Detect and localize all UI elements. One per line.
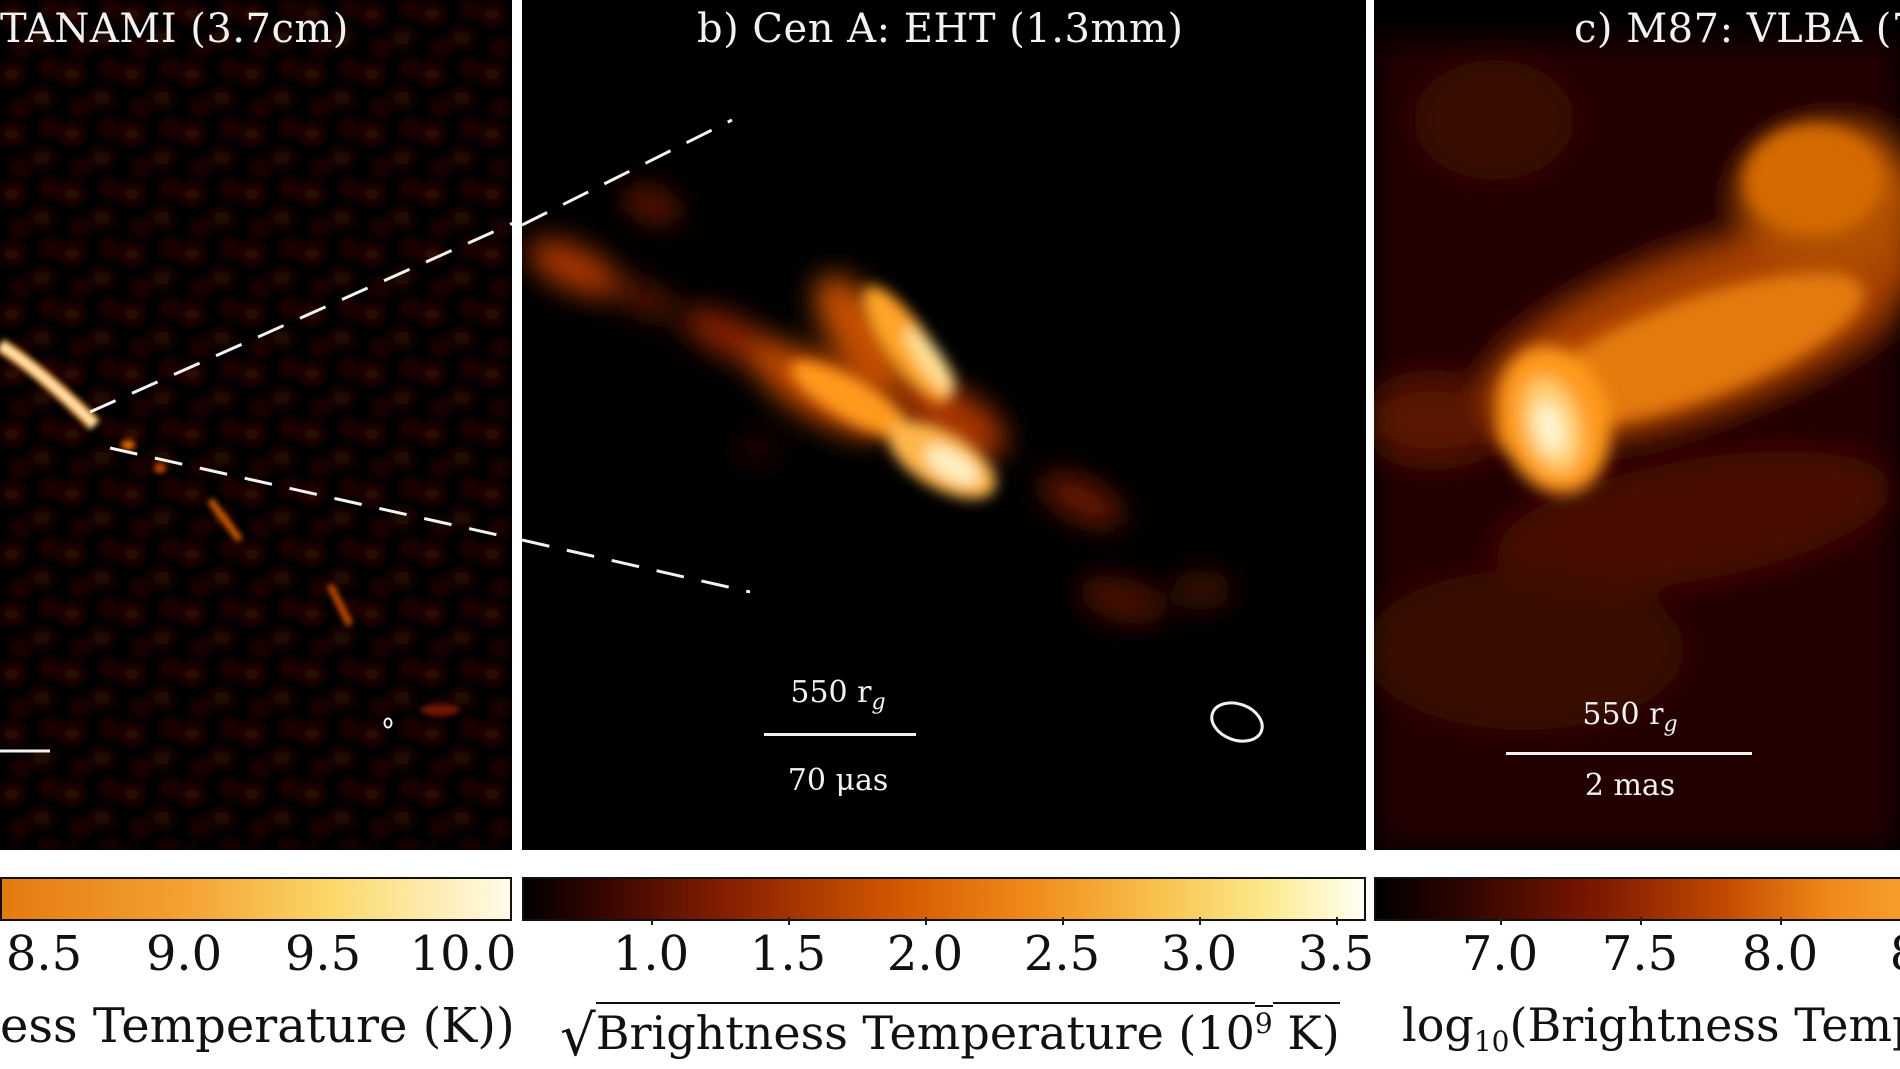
panel-c-scale-bar bbox=[1506, 752, 1752, 755]
panel-c-scale-rg-value: 550 r bbox=[1582, 697, 1664, 732]
colorbar-b-tick: 3.0 bbox=[1160, 926, 1238, 982]
colorbar-c-tickmark bbox=[1500, 917, 1502, 925]
panel-b-scale-angle-label: 70 μas bbox=[787, 763, 889, 798]
colorbar-b bbox=[522, 877, 1366, 921]
panel-b-scale-rg-sub: g bbox=[871, 690, 886, 715]
panel-c-scale-angle-label: 2 mas bbox=[1584, 768, 1676, 803]
colorbar-b-tick: 3.5 bbox=[1297, 926, 1375, 982]
colorbar-a-tick: 10.0 bbox=[409, 926, 517, 982]
sqrt-symbol: √ bbox=[560, 1004, 596, 1069]
colorbar-c-tickmark bbox=[1780, 917, 1782, 925]
colorbar-c-tick: 8 bbox=[1890, 926, 1900, 982]
panel-b-scale-rg-value: 550 r bbox=[790, 675, 872, 710]
colorbar-b-tickmark bbox=[1336, 917, 1338, 925]
colorbar-b-label-text: Brightness Temperature (10 bbox=[595, 1002, 1255, 1060]
colorbar-b-tick: 1.5 bbox=[749, 926, 827, 982]
colorbar-c bbox=[1374, 877, 1900, 921]
colorbar-a bbox=[0, 877, 512, 921]
panel-c-scale-rg-label: 550 rg bbox=[1582, 697, 1677, 737]
panel-c-scale-rg-sub: g bbox=[1663, 712, 1678, 737]
colorbar-b-label: √Brightness Temperature (109 K) bbox=[560, 998, 1340, 1069]
panel-a-title: TANAMI (3.7cm) bbox=[0, 6, 349, 52]
colorbar-b-tickmark bbox=[788, 917, 790, 925]
panel-b-cen-a: b) Cen A: EHT (1.3mm) 550 rg 70 μas bbox=[522, 0, 1366, 850]
colorbar-a-tick: 9.0 bbox=[145, 926, 223, 982]
colorbar-b-tickmark bbox=[651, 917, 653, 925]
panel-a-image bbox=[0, 0, 512, 850]
panel-b-scale-rg-label: 550 rg bbox=[790, 675, 885, 715]
colorbar-c-tickmark bbox=[1640, 917, 1642, 925]
colorbar-b-tick: 2.0 bbox=[886, 926, 964, 982]
panel-c-m87: c) M87: VLBA (7r 550 rg 2 mas bbox=[1374, 0, 1900, 850]
colorbar-c-tick: 7.5 bbox=[1601, 926, 1679, 982]
colorbar-c-label-sub: 10 bbox=[1473, 1025, 1510, 1059]
panel-b-image bbox=[522, 118, 1264, 743]
colorbar-c-label-text: (Brightness Temp bbox=[1509, 998, 1900, 1052]
colorbar-b-label-end: K) bbox=[1272, 1002, 1340, 1060]
panel-b-scale-bar bbox=[764, 733, 916, 736]
colorbar-b-tick: 1.0 bbox=[612, 926, 690, 982]
colorbar-b-tickmark bbox=[925, 917, 927, 925]
colorbar-b-tick: 2.5 bbox=[1023, 926, 1101, 982]
panel-c-title: c) M87: VLBA (7r bbox=[1574, 6, 1900, 52]
panel-c-image bbox=[1374, 40, 1900, 850]
colorbar-c-tick: 8.0 bbox=[1741, 926, 1819, 982]
colorbar-a-label: ess Temperature (K)) bbox=[0, 998, 515, 1054]
colorbar-c-label-log: log bbox=[1402, 998, 1474, 1052]
colorbar-c-label: log10(Brightness Temp bbox=[1402, 998, 1900, 1058]
panel-b-title: b) Cen A: EHT (1.3mm) bbox=[697, 6, 1184, 52]
colorbar-b-tickmark bbox=[1199, 917, 1201, 925]
colorbar-c-tick: 7.0 bbox=[1461, 926, 1539, 982]
colorbar-a-tick: 9.5 bbox=[284, 926, 362, 982]
colorbar-a-tick: 8.5 bbox=[5, 926, 83, 982]
colorbar-b-tickmark bbox=[1062, 917, 1064, 925]
panel-a-tanami: TANAMI (3.7cm) bbox=[0, 0, 512, 850]
colorbar-b-label-exp: 9 bbox=[1254, 1004, 1273, 1040]
